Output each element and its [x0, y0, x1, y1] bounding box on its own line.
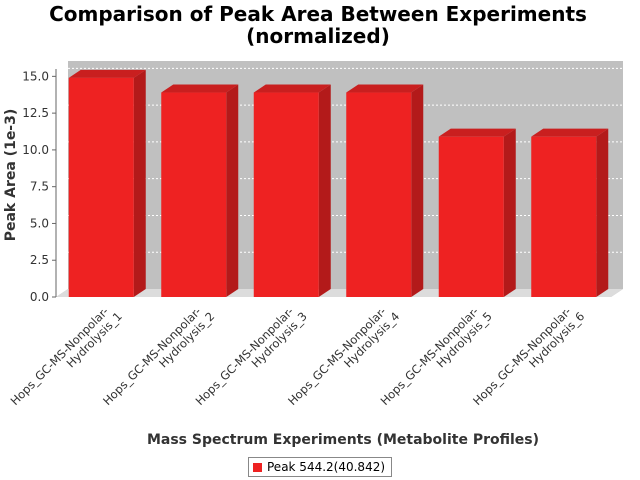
bar-top [253, 84, 331, 93]
bar [68, 77, 134, 297]
y-tick-label: 7.5 [30, 180, 49, 194]
y-tick-label: 10.0 [22, 143, 49, 157]
bar-side [226, 84, 239, 297]
bar-side [411, 84, 424, 297]
bar-side [596, 128, 609, 297]
bar-side [503, 128, 516, 297]
y-tick-label: 12.5 [22, 106, 49, 120]
y-tick-label: 5.0 [30, 216, 49, 230]
legend-swatch [253, 462, 262, 472]
bar-top [161, 84, 239, 93]
bar-top [346, 84, 424, 93]
chart-title-line-2: (normalized) [246, 24, 390, 48]
bar-top [438, 128, 516, 137]
bar-top [531, 128, 609, 137]
legend: Peak 544.2(40.842) [248, 457, 393, 477]
bar [531, 136, 597, 297]
bar-side [318, 84, 331, 297]
bar [346, 92, 412, 297]
bar [253, 92, 319, 297]
y-tick-label: 2.5 [30, 253, 49, 267]
y-axis-label: Peak Area (1e-3) [3, 109, 19, 242]
bar [161, 92, 227, 297]
bar [438, 136, 504, 297]
legend-entry-label: Peak 544.2(40.842) [267, 460, 386, 474]
plot-area: 0.0 2.5 5.0 7.5 10.0 12.5 15.0 Hops_GC-MS-Nonpo… [8, 61, 623, 408]
bar-side [133, 69, 146, 297]
x-tick-label-line: Hops_GC-MS-Nonpolar- [8, 304, 112, 408]
y-tick-label: 0.0 [30, 290, 49, 304]
chart-title-line-1: Comparison of Peak Area Between Experime… [49, 2, 587, 26]
x-axis-label: Mass Spectrum Experiments (Metabolite Pr… [147, 432, 539, 448]
bar-top [68, 69, 146, 78]
y-tick-label: 15.0 [22, 69, 49, 83]
